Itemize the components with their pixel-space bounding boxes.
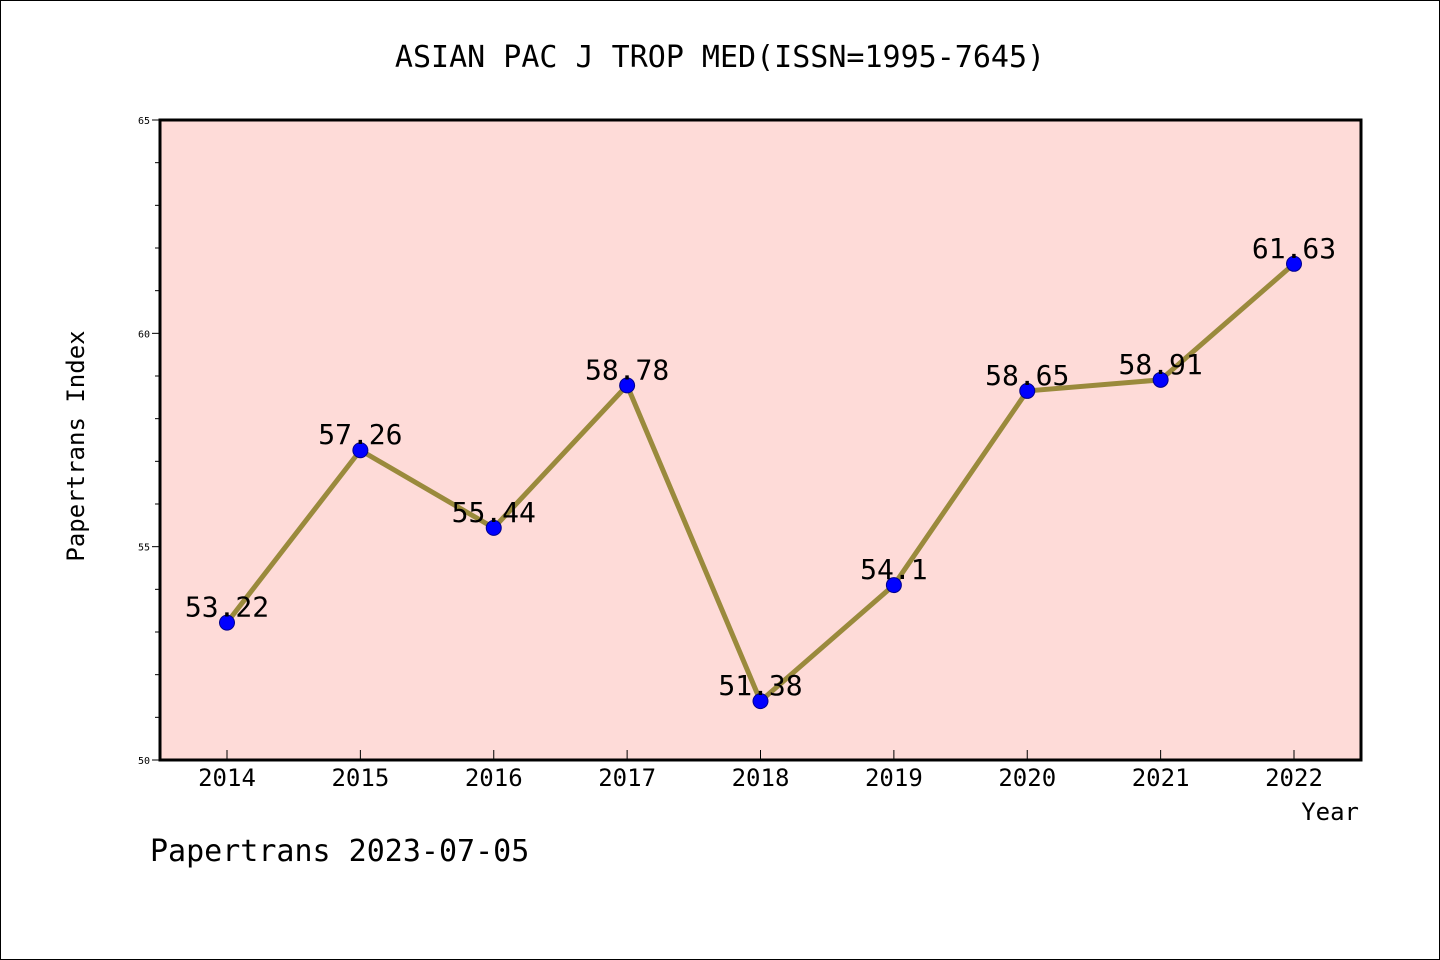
plot-area xyxy=(160,120,1361,760)
data-label: 61.63 xyxy=(1252,232,1336,265)
y-tick-label: 65 xyxy=(138,116,150,127)
x-tick-label: 2016 xyxy=(465,764,523,792)
x-tick-label: 2014 xyxy=(198,764,256,792)
y-axis-label: Papertrans Index xyxy=(62,330,90,561)
data-point xyxy=(1286,255,1302,272)
x-tick-label: 2019 xyxy=(865,764,923,792)
x-tick-label: 2015 xyxy=(331,764,389,792)
data-point xyxy=(1152,371,1169,388)
chart-title: ASIAN PAC J TROP MED(ISSN=1995-7645) xyxy=(395,40,1045,75)
y-axis-ticks: 50 55 60 65 xyxy=(138,116,160,767)
data-label: 54.1 xyxy=(860,553,927,586)
data-point xyxy=(619,377,636,394)
data-point xyxy=(885,577,902,594)
data-point xyxy=(219,614,235,631)
data-label: 53.22 xyxy=(185,591,269,624)
data-label: 58.78 xyxy=(585,353,669,386)
data-label: 58.91 xyxy=(1118,348,1202,381)
data-point xyxy=(752,693,769,710)
x-tick-label: 2017 xyxy=(598,764,656,792)
data-point xyxy=(1019,382,1036,399)
data-labels: 53.22 57.26 55.44 58.78 51.38 54.1 58.65 58.91 6… xyxy=(185,232,1336,702)
data-point xyxy=(485,519,502,536)
x-tick-label: 2021 xyxy=(1132,764,1190,792)
x-tick-label: 2018 xyxy=(732,764,790,792)
data-label: 55.44 xyxy=(452,496,536,529)
y-tick-label: 55 xyxy=(138,543,150,554)
footer-source-date: Papertrans 2023-07-05 xyxy=(150,834,530,869)
data-point xyxy=(352,442,369,459)
x-axis-label: Year xyxy=(1301,798,1359,826)
x-tick-label: 2022 xyxy=(1265,764,1323,792)
data-label: 58.65 xyxy=(985,359,1069,392)
plot-border xyxy=(158,118,1363,762)
x-tick-label: 2020 xyxy=(998,764,1056,792)
x-axis-ticks: 2014 2015 2016 2017 2018 2019 2020 2021 2022 xyxy=(198,750,1323,792)
data-label: 57.26 xyxy=(318,418,402,451)
data-label: 51.38 xyxy=(718,669,802,702)
data-markers xyxy=(219,255,1302,710)
y-tick-label: 60 xyxy=(138,329,150,340)
y-tick-label: 50 xyxy=(138,756,150,767)
